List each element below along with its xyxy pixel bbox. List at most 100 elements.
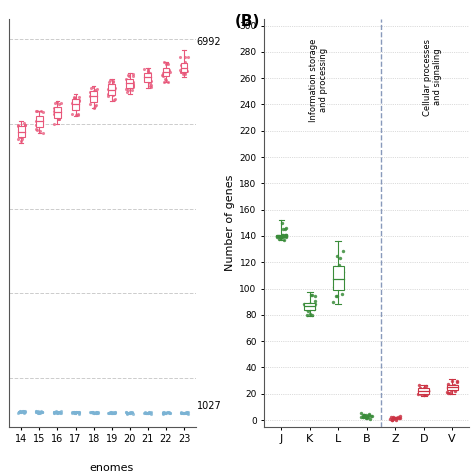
Point [359,413,367,421]
Point [147,83,155,91]
Point [447,386,455,393]
Point [55,100,63,108]
Point [184,409,191,416]
Text: 6992: 6992 [197,37,221,47]
Point [178,409,186,417]
Point [33,108,41,115]
Point [387,413,395,421]
Point [20,120,27,128]
Point [182,409,190,417]
Point [50,409,58,416]
Bar [90,412,97,413]
Point [123,410,131,417]
Point [339,247,347,255]
Point [166,409,173,417]
Point [182,64,189,72]
Point [109,79,117,86]
Point [90,409,97,417]
Point [21,121,29,128]
Point [20,408,27,416]
Point [282,225,290,232]
Point [145,409,152,416]
Point [182,409,190,416]
Point [333,264,340,272]
Point [424,391,431,398]
Point [104,409,111,417]
Point [333,253,340,260]
Point [448,378,456,385]
Point [142,409,150,416]
Point [273,233,281,240]
Point [339,269,347,276]
Point [360,411,368,419]
Point [416,384,424,392]
Point [144,410,152,417]
Point [110,97,118,104]
Point [180,409,188,417]
Point [90,104,98,111]
Point [389,415,396,422]
Bar [90,91,97,102]
Point [165,409,173,416]
Point [273,233,281,241]
Bar [181,64,188,72]
Point [279,232,287,239]
Point [71,409,78,416]
Point [39,129,46,137]
Point [444,389,452,397]
Point [179,65,187,73]
Point [71,96,79,103]
Bar [108,84,115,95]
Point [363,414,370,422]
Bar [127,79,133,88]
Point [414,390,422,397]
Point [70,97,77,105]
Point [158,71,166,79]
Point [124,89,131,96]
Bar [72,412,79,413]
Point [93,409,101,416]
Point [75,410,83,417]
Point [165,409,173,416]
Point [159,409,166,417]
Point [453,378,461,385]
Point [124,409,131,417]
Point [88,408,95,416]
Point [126,76,133,83]
Point [146,82,154,90]
Point [166,409,173,417]
Point [128,408,135,416]
Point [125,72,133,80]
Point [146,409,153,416]
Point [52,110,60,118]
Point [109,82,116,90]
Point [365,411,373,419]
Point [360,411,367,419]
Point [17,408,24,415]
Point [336,254,344,262]
Point [91,86,99,93]
Point [34,408,42,415]
Point [17,133,25,140]
Point [38,409,46,416]
Point [111,409,118,416]
Point [56,409,64,417]
Point [144,67,151,74]
Point [282,233,290,240]
Point [160,78,168,86]
Point [331,263,339,270]
Point [304,308,312,315]
Point [73,100,81,108]
Point [69,408,77,416]
Point [88,97,96,105]
Point [36,409,44,416]
Point [75,97,83,105]
Point [283,231,290,239]
Point [110,409,118,417]
Point [72,111,79,118]
Point [362,413,369,421]
Point [181,62,189,69]
Point [21,408,28,415]
Point [140,409,148,417]
Point [32,125,40,133]
